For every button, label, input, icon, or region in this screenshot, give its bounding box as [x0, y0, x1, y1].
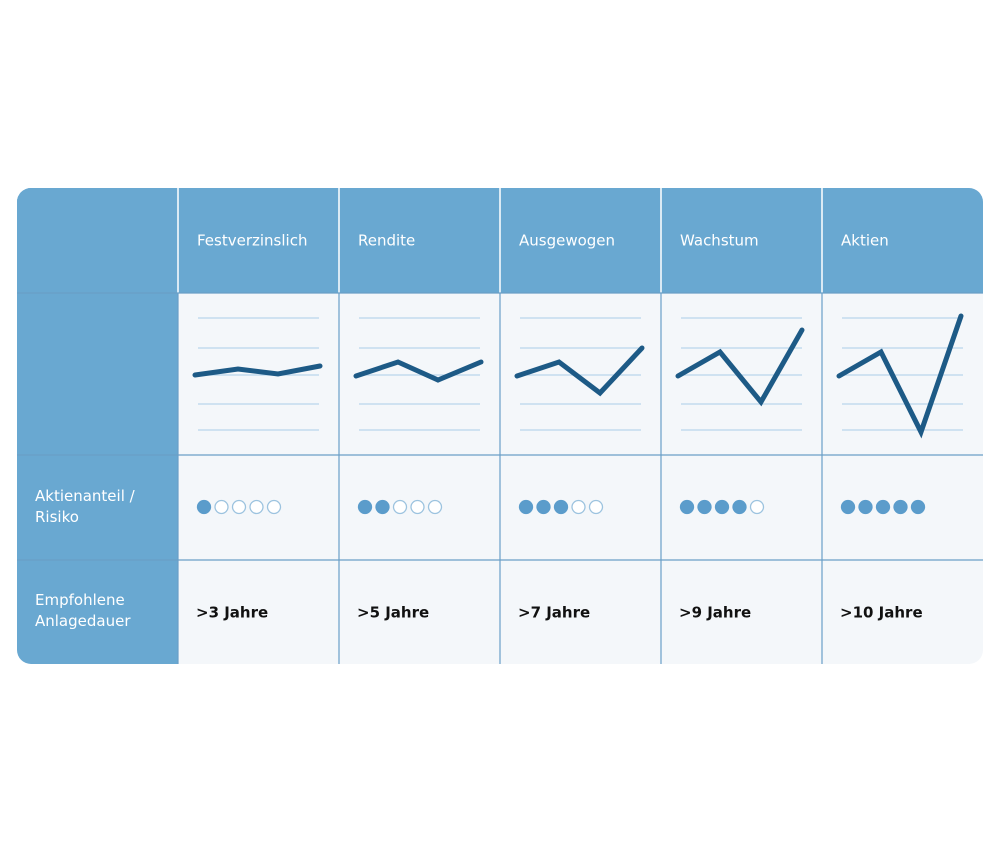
trend-line: [514, 345, 645, 397]
row-label: Empfohlene: [35, 591, 125, 609]
risk-dot-filled: [732, 499, 747, 515]
duration: >3 Jahre: [196, 604, 268, 622]
column-header: Wachstum: [680, 232, 759, 250]
column-header: Festverzinslich: [197, 232, 307, 250]
column-header: Ausgewogen: [519, 232, 615, 250]
risk-dot-empty: [427, 499, 443, 515]
row-label: Risiko: [35, 508, 79, 526]
table-body: Aktienanteil / Risiko Empfohlene Anlagedaue…: [17, 188, 983, 664]
duration: >9 Jahre: [679, 604, 751, 622]
risk-dot-filled: [553, 499, 569, 515]
risk-dot-filled: [679, 499, 695, 515]
risk-dot-filled: [518, 499, 534, 515]
column-header: Aktien: [841, 232, 889, 250]
risk-dot-filled: [893, 499, 908, 515]
risk-dot-filled: [697, 499, 712, 515]
risk-dot-filled: [196, 499, 212, 515]
risk-dot-filled: [840, 499, 856, 515]
trend-line: [192, 363, 323, 378]
risk-dot-empty: [249, 499, 264, 515]
risk-dot-empty: [588, 499, 604, 515]
column-header: Rendite: [358, 232, 415, 250]
risk-dot-empty: [571, 499, 586, 515]
risk-dot-empty: [749, 499, 765, 515]
trend-line: [353, 359, 484, 383]
row-label: Anlagedauer: [35, 612, 131, 630]
risk-dot-filled: [536, 499, 551, 515]
duration: >7 Jahre: [518, 604, 590, 622]
row-label: Aktienanteil /: [35, 487, 136, 505]
risk-dot-empty: [266, 499, 282, 515]
risk-dot-filled: [858, 499, 873, 515]
risk-dot-empty: [410, 499, 425, 515]
duration: >5 Jahre: [357, 604, 429, 622]
trend-line: [675, 327, 805, 407]
risk-dot-empty: [231, 499, 247, 515]
risk-dot-filled: [375, 499, 390, 515]
risk-dot-filled: [910, 499, 926, 515]
risk-dot-filled: [357, 499, 373, 515]
duration: >10 Jahre: [840, 604, 923, 622]
risk-dot-empty: [214, 499, 229, 515]
trend-line: [836, 313, 964, 439]
risk-dot-filled: [875, 499, 891, 515]
label-column: [17, 188, 178, 664]
risk-dot-filled: [714, 499, 730, 515]
risk-dot-empty: [392, 499, 408, 515]
